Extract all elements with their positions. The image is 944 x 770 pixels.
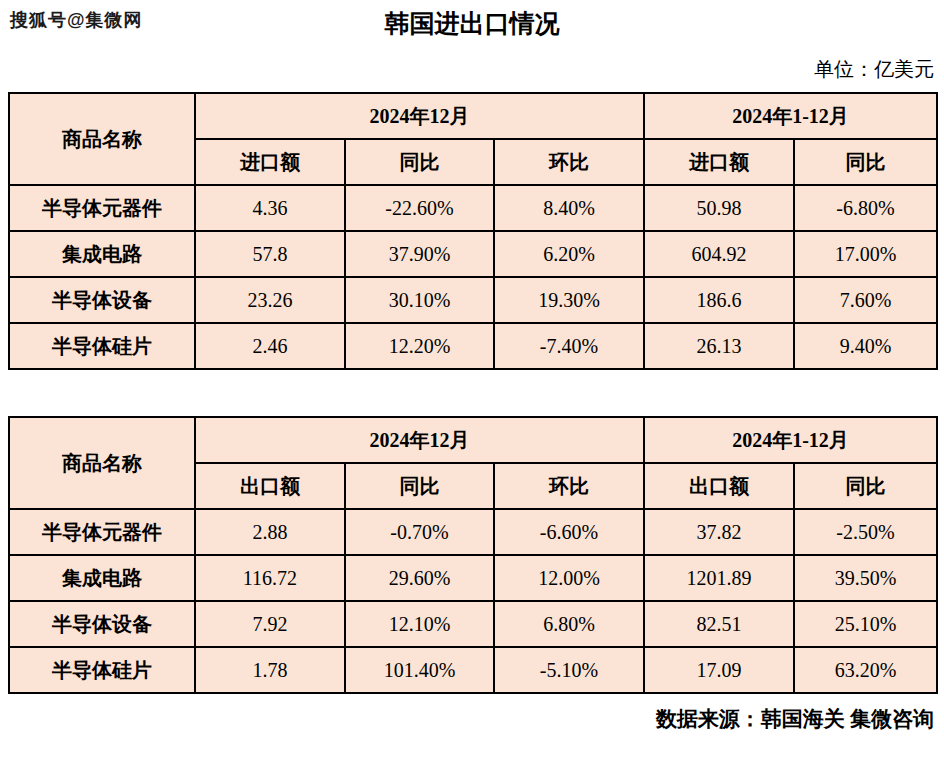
value-cell: 2.46	[195, 323, 345, 369]
value-cell: 8.40%	[494, 185, 644, 231]
product-name-cell: 集成电路	[9, 231, 195, 277]
data-source-label: 数据来源：韩国海关 集微咨询	[0, 704, 934, 734]
value-cell: 50.98	[644, 185, 794, 231]
value-cell: 30.10%	[345, 277, 494, 323]
table-row: 集成电路 57.8 37.90% 6.20% 604.92 17.00%	[9, 231, 937, 277]
value-cell: -22.60%	[345, 185, 494, 231]
value-cell: 4.36	[195, 185, 345, 231]
table-row: 半导体元器件 2.88 -0.70% -6.60% 37.82 -2.50%	[9, 509, 937, 555]
page: 搜狐号@集微网 韩国进出口情况 单位：亿美元 商品名称 2024年12月 202…	[0, 0, 944, 770]
value-cell: 2.88	[195, 509, 345, 555]
value-cell: 7.60%	[794, 277, 937, 323]
value-cell: 37.90%	[345, 231, 494, 277]
value-cell: 37.82	[644, 509, 794, 555]
import-header-row-periods: 商品名称 2024年12月 2024年1-12月	[9, 93, 937, 139]
metric-header-export-amount: 出口额	[195, 463, 345, 509]
value-cell: 116.72	[195, 555, 345, 601]
metric-header-yoy: 同比	[794, 139, 937, 185]
export-table: 商品名称 2024年12月 2024年1-12月 出口额 同比 环比 出口额 同…	[8, 416, 938, 694]
metric-header-import-amount: 进口额	[644, 139, 794, 185]
metric-header-mom: 环比	[494, 463, 644, 509]
product-name-cell: 半导体元器件	[9, 509, 195, 555]
value-cell: 186.6	[644, 277, 794, 323]
table-row: 集成电路 116.72 29.60% 12.00% 1201.89 39.50%	[9, 555, 937, 601]
value-cell: 39.50%	[794, 555, 937, 601]
table-row: 半导体设备 7.92 12.10% 6.80% 82.51 25.10%	[9, 601, 937, 647]
value-cell: -0.70%	[345, 509, 494, 555]
value-cell: 6.80%	[494, 601, 644, 647]
unit-label: 单位：亿美元	[0, 55, 934, 83]
metric-header-export-amount: 出口额	[644, 463, 794, 509]
value-cell: 12.10%	[345, 601, 494, 647]
product-name-header: 商品名称	[9, 93, 195, 185]
period-header-dec-2024: 2024年12月	[195, 93, 644, 139]
table-row: 半导体元器件 4.36 -22.60% 8.40% 50.98 -6.80%	[9, 185, 937, 231]
metric-header-yoy: 同比	[345, 463, 494, 509]
value-cell: 7.92	[195, 601, 345, 647]
value-cell: 17.09	[644, 647, 794, 693]
import-table: 商品名称 2024年12月 2024年1-12月 进口额 同比 环比 进口额 同…	[8, 92, 938, 370]
value-cell: 1201.89	[644, 555, 794, 601]
table-row: 半导体设备 23.26 30.10% 19.30% 186.6 7.60%	[9, 277, 937, 323]
value-cell: 82.51	[644, 601, 794, 647]
table-row: 半导体硅片 1.78 101.40% -5.10% 17.09 63.20%	[9, 647, 937, 693]
metric-header-yoy: 同比	[794, 463, 937, 509]
value-cell: 12.20%	[345, 323, 494, 369]
product-name-cell: 半导体硅片	[9, 647, 195, 693]
value-cell: 1.78	[195, 647, 345, 693]
export-header-row-periods: 商品名称 2024年12月 2024年1-12月	[9, 417, 937, 463]
metric-header-mom: 环比	[494, 139, 644, 185]
value-cell: 63.20%	[794, 647, 937, 693]
value-cell: -2.50%	[794, 509, 937, 555]
product-name-cell: 集成电路	[9, 555, 195, 601]
value-cell: 57.8	[195, 231, 345, 277]
watermark-sohu-account: 搜狐号@集微网	[10, 8, 143, 32]
product-name-header: 商品名称	[9, 417, 195, 509]
value-cell: -6.60%	[494, 509, 644, 555]
product-name-cell: 半导体硅片	[9, 323, 195, 369]
period-header-dec-2024: 2024年12月	[195, 417, 644, 463]
value-cell: 604.92	[644, 231, 794, 277]
value-cell: 6.20%	[494, 231, 644, 277]
value-cell: 12.00%	[494, 555, 644, 601]
value-cell: 29.60%	[345, 555, 494, 601]
value-cell: 19.30%	[494, 277, 644, 323]
metric-header-yoy: 同比	[345, 139, 494, 185]
value-cell: 26.13	[644, 323, 794, 369]
value-cell: -5.10%	[494, 647, 644, 693]
product-name-cell: 半导体设备	[9, 601, 195, 647]
value-cell: 23.26	[195, 277, 345, 323]
value-cell: 25.10%	[794, 601, 937, 647]
metric-header-import-amount: 进口额	[195, 139, 345, 185]
period-header-jan-dec-2024: 2024年1-12月	[644, 93, 937, 139]
value-cell: 101.40%	[345, 647, 494, 693]
table-row: 半导体硅片 2.46 12.20% -7.40% 26.13 9.40%	[9, 323, 937, 369]
value-cell: -7.40%	[494, 323, 644, 369]
product-name-cell: 半导体元器件	[9, 185, 195, 231]
period-header-jan-dec-2024: 2024年1-12月	[644, 417, 937, 463]
value-cell: 9.40%	[794, 323, 937, 369]
value-cell: 17.00%	[794, 231, 937, 277]
value-cell: -6.80%	[794, 185, 937, 231]
product-name-cell: 半导体设备	[9, 277, 195, 323]
